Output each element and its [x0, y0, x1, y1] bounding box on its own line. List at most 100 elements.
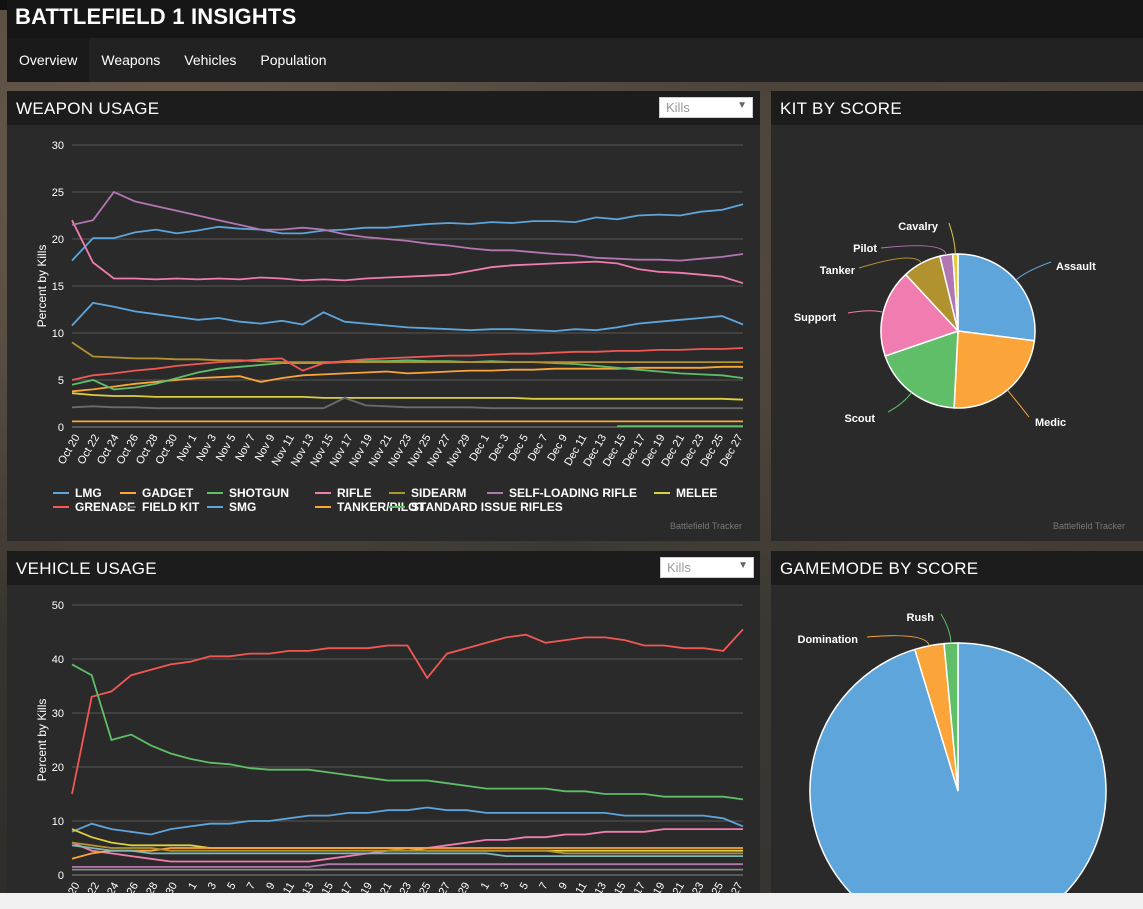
pie-slice	[880, 273, 960, 357]
x-tick-label: 9	[264, 881, 277, 892]
series-line	[71, 365, 743, 393]
series-line	[71, 806, 744, 836]
pie-label: Domination	[798, 634, 859, 646]
x-tick-label: 20	[66, 881, 83, 894]
pie-leader	[1015, 261, 1052, 281]
pie-label: Cavalry	[898, 221, 939, 233]
x-tick-label: 11	[573, 881, 589, 894]
x-tick-label: 17	[632, 881, 649, 894]
y-tick-label: 10	[52, 816, 64, 828]
series-line	[72, 863, 743, 868]
x-tick-label: 11	[281, 881, 297, 894]
y-tick-label: 15	[52, 281, 64, 293]
pie-label: Scout	[844, 413, 875, 425]
x-tick-label: 1	[479, 881, 492, 892]
pie-slice	[953, 330, 1036, 409]
series-line	[71, 392, 744, 401]
gamemode-title: GAMEMODE BY SCORE	[780, 559, 979, 578]
pie-leader	[847, 310, 884, 314]
x-tick-label: 30	[164, 881, 181, 894]
weapon-credit: Battlefield Tracker	[670, 521, 743, 531]
y-axis-label: Percent by Kills	[35, 699, 49, 782]
legend-entry: SMG	[229, 500, 256, 514]
x-tick-label: 5	[225, 881, 238, 892]
pie-label: Rush	[907, 612, 935, 624]
weapon-usage-header: WEAPON USAGE Kills ▼	[7, 91, 760, 125]
x-tick-label: 25	[710, 881, 727, 894]
kit-title: KIT BY SCORE	[780, 99, 903, 118]
kit-pie-chart: Assault Medic Scout Support Tanker Pilot Caval…	[794, 221, 1096, 429]
y-tick-label: 20	[52, 762, 64, 774]
bottom-strip	[0, 893, 1143, 909]
weapon-usage-panel: WEAPON USAGE Kills ▼ 0 5 10 15 20 25 30 Percent…	[7, 91, 760, 541]
x-tick-label: 5	[518, 881, 531, 892]
x-tick-label: 28	[144, 881, 161, 894]
legend-entry: MELEE	[676, 486, 717, 500]
legend-entry: RIFLE	[337, 486, 372, 500]
series-line	[71, 663, 744, 801]
series-line	[71, 628, 744, 795]
vehicle-metric-value: Kills	[667, 560, 691, 575]
series-line	[71, 844, 743, 857]
vehicle-usage-panel: VEHICLE USAGE Kills ▼ 0 10 20 30 40 50 Percent…	[7, 551, 760, 893]
x-tick-label: 19	[359, 881, 376, 894]
vehicle-usage-title: VEHICLE USAGE	[16, 559, 157, 578]
vehicle-metric-select[interactable]: Kills ▼	[660, 557, 754, 578]
weapon-usage-title: WEAPON USAGE	[16, 99, 160, 118]
y-tick-label: 40	[52, 654, 64, 666]
x-tick-label: 29	[456, 881, 473, 894]
x-tick-label: 27	[437, 881, 454, 894]
legend-entry: TANKER/PILOT	[337, 500, 425, 514]
x-tick-label: 23	[690, 881, 707, 894]
legend-entry: STANDARD ISSUE RIFLES	[411, 500, 563, 514]
x-tick-label: 3	[206, 881, 219, 892]
series-line	[71, 841, 743, 855]
legend-entry: SIDEARM	[411, 486, 466, 500]
legend-entry: GRENADE	[75, 500, 135, 514]
x-tick-label: 21	[671, 881, 688, 894]
y-tick-label: 25	[52, 187, 64, 199]
pie-leader	[948, 222, 956, 255]
kit-by-score-panel: KIT BY SCORE Assault Medic Scout Support Tan…	[771, 91, 1143, 541]
series-line	[71, 347, 744, 381]
x-tick-label: 15	[612, 881, 629, 894]
y-tick-label: 0	[58, 422, 64, 434]
pie-slice	[957, 253, 1036, 342]
tab-population[interactable]: Population	[260, 52, 327, 68]
series-line	[71, 219, 744, 285]
x-tick-label: 7	[537, 881, 550, 892]
legend-entry: LMG	[75, 486, 102, 500]
pie-label: Support	[794, 312, 836, 324]
chevron-down-icon: ▼	[738, 560, 748, 571]
gamemode-header: GAMEMODE BY SCORE	[771, 551, 1143, 585]
series-line	[71, 203, 744, 262]
pie-label: Pilot	[853, 243, 877, 255]
pie-leader	[1006, 389, 1030, 418]
pie-leader	[940, 613, 952, 644]
series-line	[71, 847, 743, 860]
x-tick-label: 21	[378, 881, 395, 894]
pie-label: Medic	[1035, 417, 1066, 429]
legend-entry: SELF-LOADING RIFLE	[509, 486, 637, 500]
pie-leader	[866, 635, 930, 646]
weapon-metric-select[interactable]: Kills ▼	[659, 97, 753, 118]
tab-overview[interactable]: Overview	[7, 38, 90, 82]
y-tick-label: 10	[52, 328, 64, 340]
y-axis-label: Percent by Kills	[35, 245, 49, 328]
tab-vehicles[interactable]: Vehicles	[184, 52, 237, 68]
series-line	[71, 190, 744, 262]
x-tick-label: 17	[339, 881, 356, 894]
x-tick-label: 22	[86, 881, 103, 894]
y-tick-label: 5	[58, 375, 64, 387]
app-header: BATTLEFIELD 1 INSIGHTS	[7, 0, 1143, 38]
tab-weapons[interactable]: Weapons	[101, 52, 161, 68]
app-title: BATTLEFIELD 1 INSIGHTS	[15, 4, 297, 29]
series-line	[71, 301, 744, 333]
x-tick-label: 9	[557, 881, 570, 892]
x-tick-label: 15	[320, 881, 337, 894]
x-tick-label: 25	[417, 881, 434, 894]
y-tick-label: 50	[52, 600, 64, 612]
legend-entry: SHOTGUN	[229, 486, 289, 500]
